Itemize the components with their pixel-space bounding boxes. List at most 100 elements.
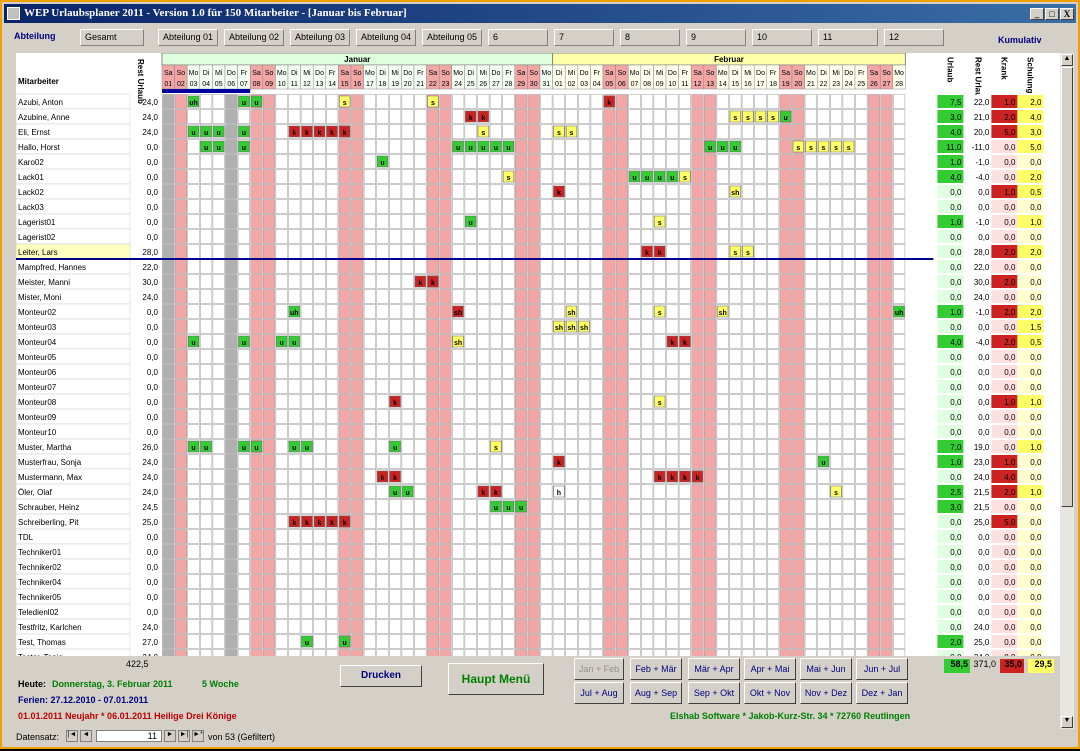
day-cell[interactable] [414, 289, 427, 304]
day-cell[interactable] [225, 184, 238, 199]
absence-mark[interactable] [490, 500, 502, 513]
day-cell[interactable] [565, 514, 578, 529]
day-cell[interactable] [338, 454, 351, 469]
absence-mark[interactable] [830, 140, 842, 153]
day-cell[interactable] [578, 604, 591, 619]
day-cell[interactable] [893, 169, 906, 184]
day-cell[interactable] [880, 274, 893, 289]
day-cell[interactable] [729, 544, 742, 559]
day-cell[interactable] [464, 199, 477, 214]
day-cell[interactable] [351, 529, 364, 544]
day-cell[interactable] [338, 214, 351, 229]
day-cell[interactable] [288, 109, 301, 124]
day-cell[interactable] [754, 499, 767, 514]
day-cell[interactable] [754, 544, 767, 559]
close-button[interactable]: X [1060, 8, 1074, 20]
day-cell[interactable] [174, 274, 187, 289]
day-cell[interactable] [540, 229, 553, 244]
absence-mark[interactable] [641, 245, 653, 258]
day-cell[interactable] [893, 199, 906, 214]
day-cell[interactable] [363, 304, 376, 319]
day-cell[interactable] [502, 649, 515, 657]
day-cell[interactable] [628, 214, 641, 229]
day-cell[interactable] [893, 499, 906, 514]
absence-mark[interactable] [817, 140, 830, 153]
day-cell[interactable] [741, 304, 754, 319]
day-cell[interactable] [300, 529, 313, 544]
day-cell[interactable] [704, 514, 717, 529]
day-cell[interactable] [842, 319, 855, 334]
day-cell[interactable] [351, 619, 364, 634]
day-cell[interactable] [452, 634, 465, 649]
day-cell[interactable] [174, 589, 187, 604]
day-cell[interactable] [313, 364, 326, 379]
day-cell[interactable] [351, 499, 364, 514]
day-cell[interactable] [250, 289, 263, 304]
day-cell[interactable] [842, 364, 855, 379]
day-cell[interactable] [779, 439, 792, 454]
day-cell[interactable] [250, 484, 263, 499]
day-cell[interactable] [389, 169, 402, 184]
day-cell[interactable] [754, 214, 767, 229]
day-cell[interactable] [691, 379, 704, 394]
day-cell[interactable] [452, 94, 465, 109]
day-cell[interactable] [464, 424, 477, 439]
day-cell[interactable] [578, 544, 591, 559]
absence-mark[interactable] [213, 140, 225, 153]
day-cell[interactable] [187, 319, 200, 334]
day-cell[interactable] [641, 574, 654, 589]
day-cell[interactable] [237, 304, 250, 319]
absence-mark[interactable] [465, 140, 477, 153]
day-cell[interactable] [162, 559, 175, 574]
day-cell[interactable] [767, 529, 780, 544]
day-cell[interactable] [678, 274, 691, 289]
day-cell[interactable] [880, 199, 893, 214]
day-cell[interactable] [363, 199, 376, 214]
day-cell[interactable] [641, 139, 654, 154]
day-cell[interactable] [338, 379, 351, 394]
day-cell[interactable] [678, 259, 691, 274]
day-cell[interactable] [792, 334, 805, 349]
day-cell[interactable] [401, 154, 414, 169]
day-cell[interactable] [414, 139, 427, 154]
absence-mark[interactable] [490, 140, 502, 153]
day-cell[interactable] [477, 154, 490, 169]
day-cell[interactable] [300, 109, 313, 124]
day-cell[interactable] [162, 244, 175, 259]
day-cell[interactable] [867, 274, 880, 289]
day-cell[interactable] [263, 634, 276, 649]
day-cell[interactable] [578, 349, 591, 364]
day-cell[interactable] [187, 469, 200, 484]
day-cell[interactable] [767, 544, 780, 559]
day-cell[interactable] [578, 409, 591, 424]
day-cell[interactable] [212, 649, 225, 657]
day-cell[interactable] [502, 319, 515, 334]
day-cell[interactable] [212, 589, 225, 604]
day-cell[interactable] [855, 619, 868, 634]
day-cell[interactable] [540, 484, 553, 499]
absence-mark[interactable] [477, 110, 489, 123]
day-cell[interactable] [792, 559, 805, 574]
day-cell[interactable] [804, 649, 817, 657]
day-cell[interactable] [741, 349, 754, 364]
range-okt-nov-button[interactable]: Okt + Nov [744, 682, 796, 704]
day-cell[interactable] [300, 274, 313, 289]
day-cell[interactable] [603, 169, 616, 184]
day-cell[interactable] [830, 544, 843, 559]
day-cell[interactable] [426, 559, 439, 574]
day-cell[interactable] [363, 124, 376, 139]
day-cell[interactable] [515, 109, 528, 124]
day-cell[interactable] [615, 469, 628, 484]
day-cell[interactable] [704, 109, 717, 124]
day-cell[interactable] [275, 574, 288, 589]
day-cell[interactable] [666, 649, 679, 657]
day-cell[interactable] [300, 394, 313, 409]
day-cell[interactable] [729, 634, 742, 649]
day-cell[interactable] [439, 589, 452, 604]
day-cell[interactable] [678, 424, 691, 439]
day-cell[interactable] [540, 169, 553, 184]
day-cell[interactable] [452, 484, 465, 499]
day-cell[interactable] [893, 139, 906, 154]
day-cell[interactable] [515, 214, 528, 229]
day-cell[interactable] [754, 454, 767, 469]
